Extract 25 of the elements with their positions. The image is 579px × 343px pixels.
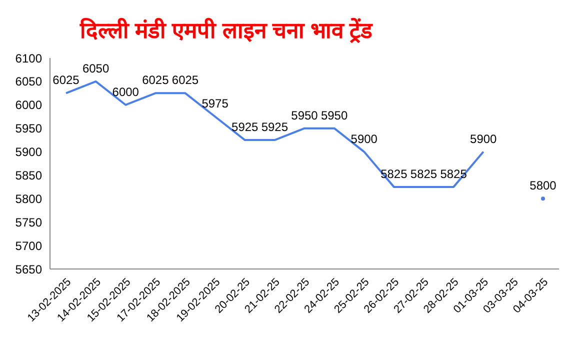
data-label: 5900 <box>470 132 498 146</box>
data-label: 6000 <box>112 84 140 99</box>
y-tick-label: 5900 <box>15 145 42 160</box>
data-label: 6025 <box>52 73 80 88</box>
chart-title: दिल्ली मंडी एमपी लाइन चना भाव ट्रेंड <box>80 16 373 44</box>
data-label: 5950 <box>291 108 318 122</box>
y-tick-label: 5850 <box>15 168 42 182</box>
y-tick-label: 5950 <box>15 122 42 136</box>
data-label: 6025 <box>142 73 170 88</box>
y-tick-label: 6000 <box>15 98 42 112</box>
y-tick-label: 6050 <box>15 74 42 89</box>
data-label: 5800 <box>530 178 557 193</box>
y-tick-label: 5750 <box>15 215 42 230</box>
data-label: 5975 <box>202 96 229 111</box>
data-label: 5925 <box>261 120 288 134</box>
y-tick-label: 5650 <box>15 262 42 276</box>
data-label: 6050 <box>82 61 110 76</box>
data-label: 6025 <box>172 73 199 88</box>
data-label: 5950 <box>320 108 348 122</box>
data-label: 5925 <box>232 120 259 134</box>
y-tick-label: 6100 <box>15 51 42 66</box>
data-label: 5825 <box>410 166 438 181</box>
y-tick-label: 5700 <box>15 238 42 253</box>
data-label: 5900 <box>350 132 378 146</box>
y-tick-label: 5800 <box>15 192 42 206</box>
